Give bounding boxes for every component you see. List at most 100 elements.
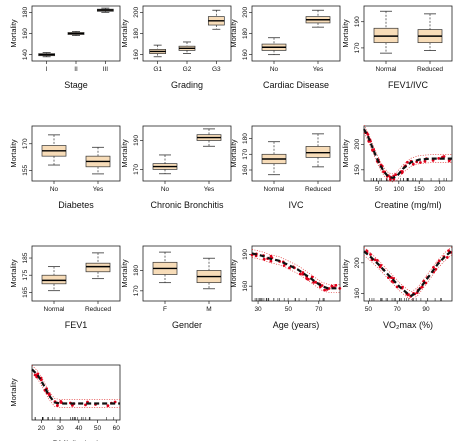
- y-tick-label: 180: [242, 133, 249, 144]
- box-iqr: [85, 262, 111, 273]
- ci-upper-line: [251, 249, 340, 285]
- fit-line: [363, 128, 452, 180]
- x-tick-label: 40: [75, 425, 83, 432]
- y-axis-label: Mortality: [9, 259, 18, 288]
- ci-upper-line: [363, 124, 452, 175]
- y-axis-label: Mortality: [229, 259, 238, 288]
- fit-line: [31, 368, 120, 405]
- data-point: [432, 266, 435, 269]
- rug-marks: [254, 298, 325, 301]
- data-point: [323, 288, 326, 292]
- data-point: [47, 392, 51, 396]
- data-point: [378, 265, 382, 269]
- panel-fev1: 165 175 185 Mortality FEV1 Normal Reduced: [9, 245, 121, 330]
- x-tick-label: 20: [38, 425, 46, 432]
- y-tick-label: 170: [22, 138, 29, 149]
- box-no: [152, 154, 178, 175]
- y-tick-label: 170: [133, 164, 140, 175]
- x-tick-label: G3: [212, 66, 221, 73]
- scatter-points: [250, 252, 342, 292]
- panel-title: BMI (kg/m²): [53, 439, 100, 441]
- y-tick-label: 160: [242, 280, 249, 291]
- box-iii: [96, 7, 114, 13]
- y-axis-label: Mortality: [229, 19, 238, 48]
- y-axis-label: Mortality: [9, 139, 18, 168]
- data-point: [282, 264, 286, 267]
- data-point: [389, 178, 392, 181]
- panel-title: FEV1: [65, 320, 88, 330]
- panel-title: FEV1/IVC: [388, 80, 429, 90]
- x-tick-label: II: [74, 66, 78, 73]
- ci-upper-line: [31, 365, 120, 400]
- plot-frame: [142, 125, 232, 182]
- y-tick-label: 180: [133, 265, 140, 276]
- box-yes: [85, 146, 111, 175]
- data-point: [312, 281, 315, 284]
- data-point: [437, 157, 441, 160]
- y-axis-label: Mortality: [229, 139, 238, 168]
- x-tick-label: 50: [285, 306, 293, 313]
- panel-vo2max: 160 200 Mortality VO₂max (%) 50 70 90: [341, 245, 453, 330]
- panel-title: Chronic Bronchitis: [150, 200, 224, 210]
- panel-title: VO₂max (%): [383, 320, 433, 330]
- box-iqr: [41, 274, 67, 285]
- x-tick-label: Yes: [204, 186, 215, 193]
- x-tick-label: 60: [113, 425, 121, 432]
- y-axis-label: Mortality: [341, 259, 350, 288]
- ci-upper-line: [363, 246, 453, 293]
- x-tick-label: 30: [56, 425, 64, 432]
- y-tick-label: 170: [354, 42, 361, 53]
- y-tick-label: 150: [354, 164, 361, 175]
- x-tick-label: 50: [94, 425, 102, 432]
- box-reduced: [85, 252, 111, 280]
- box-reduced: [305, 133, 331, 168]
- y-axis-label: Mortality: [120, 19, 129, 48]
- plot-frame: [251, 125, 341, 182]
- x-tick-label: F: [163, 306, 167, 313]
- panel-gender: 170 180 Mortality Gender F M: [120, 245, 232, 330]
- x-tick-label: No: [50, 186, 59, 193]
- plot-frame: [363, 125, 453, 182]
- box-ii: [67, 30, 85, 37]
- x-tick-label: Normal: [264, 186, 286, 193]
- box-no: [41, 134, 67, 166]
- data-point: [288, 266, 291, 270]
- plot-frame: [251, 245, 341, 302]
- y-tick-label: 180: [22, 7, 29, 18]
- x-tick-label: Yes: [93, 186, 104, 193]
- data-point: [369, 253, 372, 256]
- data-point: [371, 148, 374, 152]
- panel-title: IVC: [288, 200, 304, 210]
- y-tick-label: 185: [22, 252, 29, 263]
- y-axis-label: Mortality: [120, 139, 129, 168]
- y-tick-label: 180: [242, 28, 249, 39]
- x-tick-label: Normal: [376, 66, 398, 73]
- ci-lower-line: [363, 132, 452, 183]
- panel-title: Age (years): [273, 320, 320, 330]
- y-tick-label: 155: [22, 165, 29, 176]
- box-g3: [207, 9, 225, 30]
- y-axis-label: Mortality: [9, 19, 18, 48]
- x-tick-label: No: [161, 186, 170, 193]
- x-tick-label: Reduced: [305, 186, 331, 193]
- x-tick-label: Reduced: [85, 306, 111, 313]
- data-point: [438, 259, 441, 263]
- panel-title: Gender: [172, 320, 202, 330]
- x-tick-label: 50: [365, 306, 373, 313]
- x-tick-label: 50: [375, 186, 383, 193]
- y-tick-label: 170: [242, 148, 249, 159]
- data-point: [445, 256, 449, 259]
- y-axis-label: Mortality: [341, 19, 350, 48]
- y-tick-label: 180: [133, 28, 140, 39]
- data-point: [310, 275, 314, 279]
- y-tick-label: 200: [133, 7, 140, 18]
- y-tick-label: 190: [133, 135, 140, 146]
- box-i: [38, 52, 56, 58]
- y-tick-label: 190: [242, 249, 249, 260]
- fit-line: [251, 252, 340, 290]
- y-tick-label: 165: [22, 287, 29, 298]
- data-point: [406, 160, 409, 164]
- box-normal: [261, 141, 287, 176]
- rug-marks: [34, 417, 115, 420]
